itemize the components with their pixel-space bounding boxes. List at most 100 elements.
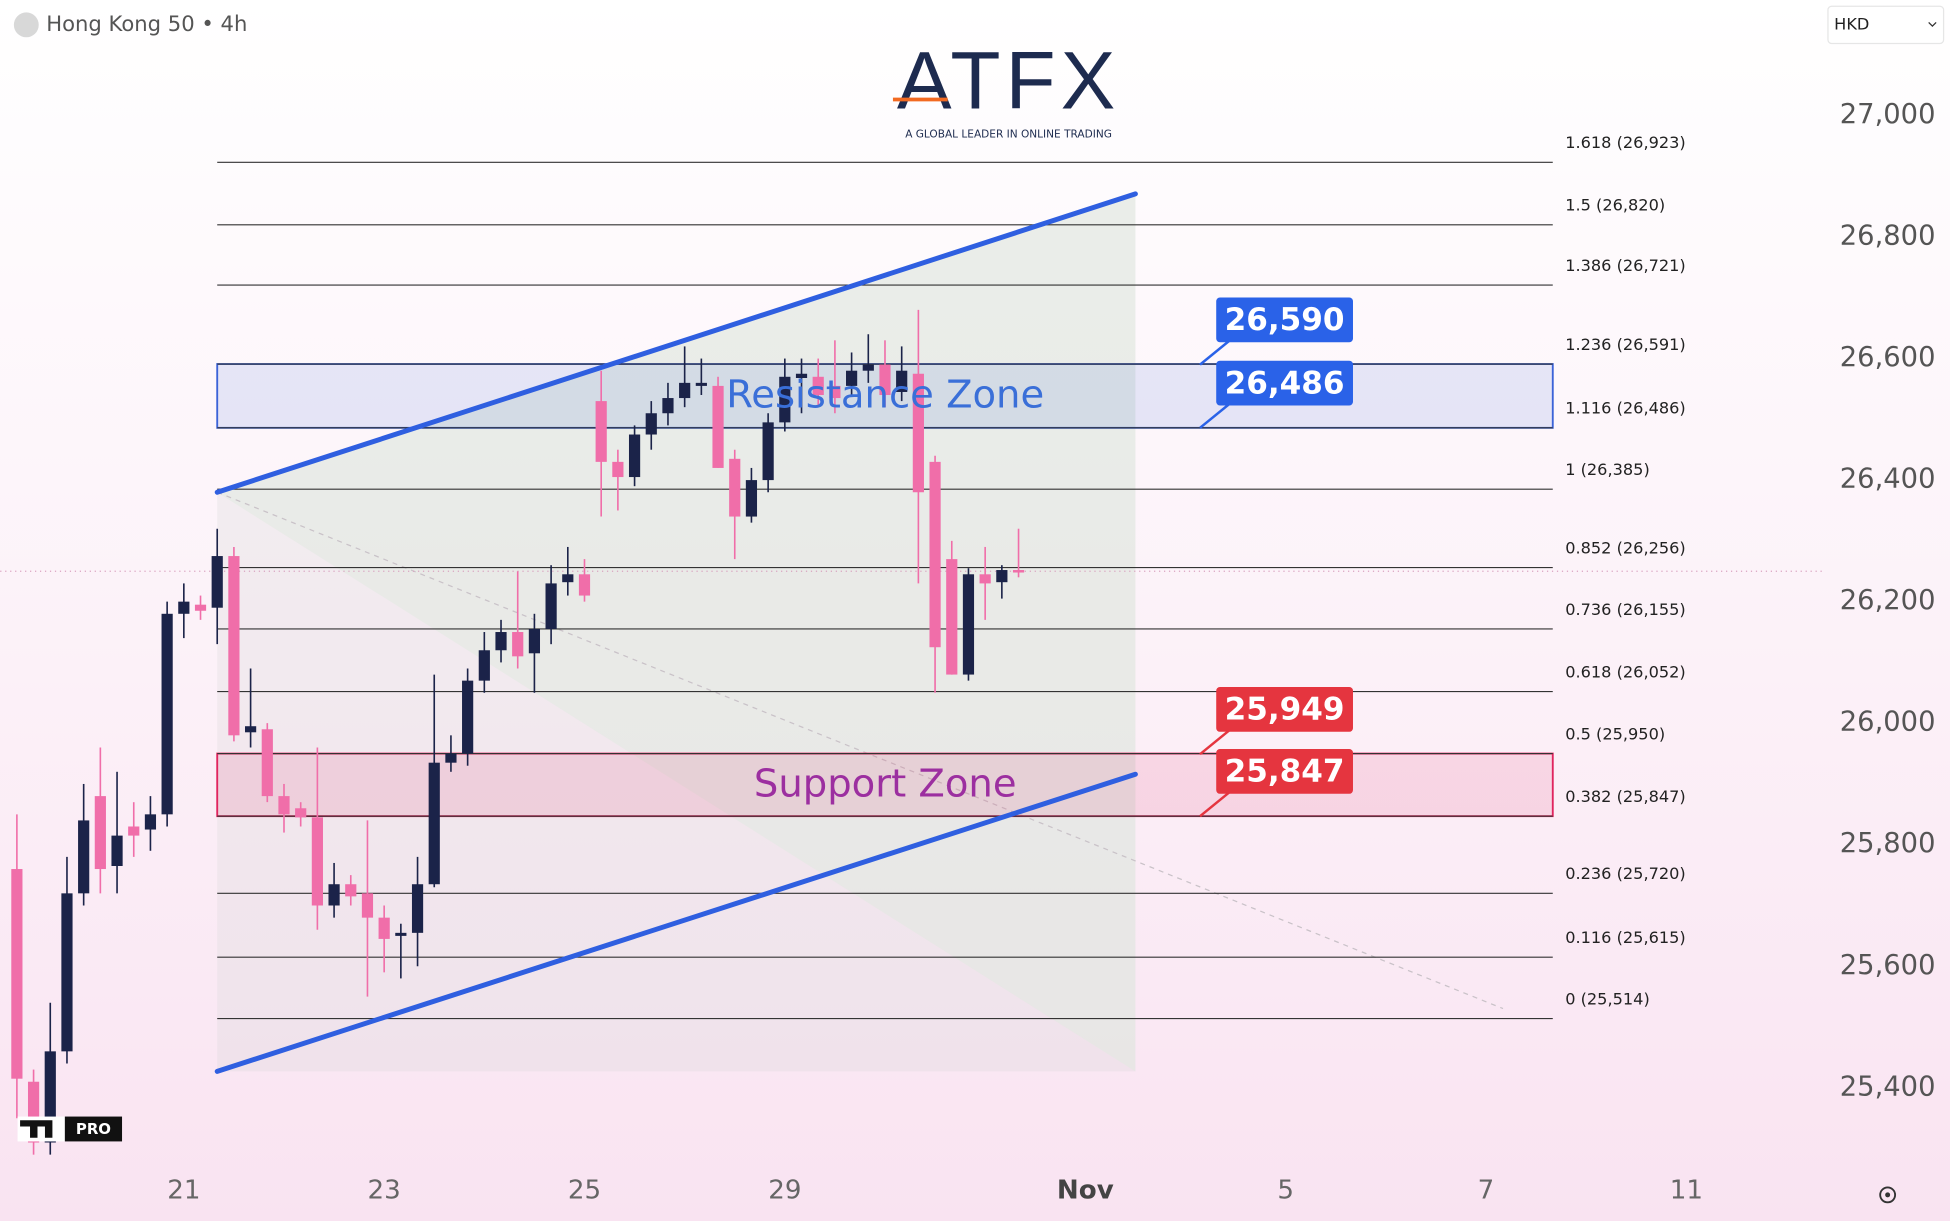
candle-body xyxy=(912,373,924,493)
symbol-title: Hong Kong 50 • 4h xyxy=(46,11,247,36)
fib-label: 0.382 (25,847) xyxy=(1565,787,1686,806)
candle-body xyxy=(295,808,307,818)
candle-body xyxy=(462,680,474,754)
candle-body xyxy=(729,458,741,517)
candle-body xyxy=(61,893,73,1052)
candle-body xyxy=(512,632,524,657)
candle-body xyxy=(495,632,507,651)
channel-upper xyxy=(214,191,1138,495)
fib-label: 1.618 (26,923) xyxy=(1565,133,1686,152)
candle-body xyxy=(712,385,724,468)
y-tick-label: 26,200 xyxy=(1840,585,1936,616)
candle-body xyxy=(595,401,607,462)
candle-body xyxy=(528,628,541,654)
candle-body xyxy=(562,574,574,583)
candle-body xyxy=(144,814,157,830)
candle-body xyxy=(428,762,440,885)
candle-body xyxy=(128,826,140,836)
x-tick-label: 11 xyxy=(1670,1176,1703,1206)
candle-body xyxy=(395,932,407,936)
candle-body xyxy=(211,556,223,608)
candle-body xyxy=(979,574,991,584)
trend-dotted xyxy=(216,491,1504,1010)
y-tick-label: 25,800 xyxy=(1840,828,1936,859)
x-tick-label: 7 xyxy=(1478,1176,1495,1206)
fib-label: 0.618 (26,052) xyxy=(1565,662,1686,681)
settings-icon-center xyxy=(1885,1192,1891,1198)
fib-label: 1.386 (26,721) xyxy=(1565,256,1686,275)
x-tick-label: Nov xyxy=(1057,1176,1114,1206)
tag-box xyxy=(1216,749,1353,794)
candle-body xyxy=(662,398,674,414)
fib-label: 0.852 (26,256) xyxy=(1565,538,1686,557)
y-tick-label: 25,600 xyxy=(1840,950,1936,981)
fib-label: 0.736 (26,155) xyxy=(1565,600,1686,619)
candle-body xyxy=(795,373,808,378)
candle-body xyxy=(896,370,908,392)
currency-box[interactable] xyxy=(1827,5,1945,45)
candle-body xyxy=(745,480,758,517)
candle-body xyxy=(879,364,891,396)
candle-body xyxy=(1012,570,1025,573)
candle-body xyxy=(245,726,257,733)
channel-lower xyxy=(214,771,1138,1074)
candle-body xyxy=(27,1081,40,1143)
candle-body xyxy=(846,370,858,386)
logo: ATFX xyxy=(897,36,1121,127)
x-tick-label: 5 xyxy=(1277,1176,1294,1206)
fib-label: 1.5 (26,820) xyxy=(1565,196,1665,215)
candle-body xyxy=(328,884,340,906)
candle-body xyxy=(345,884,357,897)
tag-label: 25,847 xyxy=(1225,754,1345,790)
dropdown-icon xyxy=(1928,21,1937,27)
channel-area xyxy=(217,193,1136,1072)
candle-body xyxy=(378,917,390,939)
candle-body xyxy=(862,364,874,371)
candle-body xyxy=(445,753,457,763)
settings-icon[interactable] xyxy=(1879,1186,1897,1204)
badge-box xyxy=(64,1116,123,1142)
candle-body xyxy=(946,559,958,675)
candle-body xyxy=(779,376,791,423)
tag-label: 26,486 xyxy=(1225,365,1345,401)
candle-body xyxy=(311,817,323,906)
fib-label: 1 (26,385) xyxy=(1565,460,1650,479)
y-tick-label: 27,000 xyxy=(1840,99,1936,130)
candle-body xyxy=(812,376,824,396)
candle-body xyxy=(278,796,290,815)
candle-body xyxy=(361,893,374,918)
candle-body xyxy=(578,574,591,596)
y-tick-label: 25,400 xyxy=(1840,1071,1936,1102)
candle-body xyxy=(44,1051,56,1143)
candle-body xyxy=(929,461,941,648)
candle-body xyxy=(161,613,173,815)
symbol-icon xyxy=(13,12,39,38)
x-tick-label: 23 xyxy=(368,1176,401,1206)
tag-box xyxy=(1216,687,1353,732)
candle-body xyxy=(194,604,207,611)
candle-body xyxy=(612,461,624,478)
logo-tagline: A GLOBAL LEADER IN ONLINE TRADING xyxy=(905,128,1112,140)
candle-body xyxy=(628,434,641,478)
candle-body xyxy=(679,382,691,399)
currency: HKD xyxy=(1834,14,1869,33)
candle-body xyxy=(962,574,975,675)
fib-label: 0.236 (25,720) xyxy=(1565,864,1686,883)
zone-name: Support Zone xyxy=(754,762,1017,807)
y-tick-label: 26,600 xyxy=(1840,342,1936,373)
candle-body xyxy=(545,583,557,629)
candle-body xyxy=(228,556,240,736)
candle-body xyxy=(829,385,841,399)
candle-body xyxy=(762,422,774,481)
candle-body xyxy=(261,729,273,797)
y-tick-label: 26,800 xyxy=(1840,221,1936,252)
candle-body xyxy=(78,820,90,894)
candle-body xyxy=(695,382,707,386)
candle-body xyxy=(94,796,106,870)
projection-area xyxy=(217,193,1136,1072)
candle-body xyxy=(478,650,490,681)
candle-body xyxy=(11,869,23,1079)
tag-box xyxy=(1216,360,1353,406)
badge: PRO xyxy=(76,1120,111,1138)
